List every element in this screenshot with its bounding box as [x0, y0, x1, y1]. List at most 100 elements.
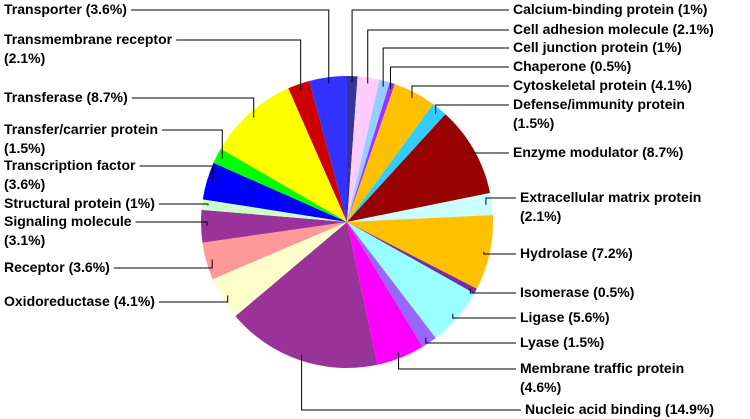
category-name: Structural protein	[4, 195, 121, 211]
value-label: (1.5%)	[513, 115, 554, 131]
category-name: Nucleic acid binding	[525, 401, 661, 417]
leader-line	[367, 29, 509, 84]
category-name: Enzyme modulator	[513, 144, 639, 160]
slice	[309, 76, 347, 222]
slice	[347, 222, 477, 294]
slice-label: Cell junction protein (1%)	[513, 39, 682, 55]
slices	[201, 76, 494, 368]
slice-label: Receptor (3.6%)	[4, 259, 110, 275]
slice-label: Transcription factor (3.6%)	[4, 157, 136, 192]
value-label: (2.1%)	[520, 208, 561, 224]
slice-label: Membrane traffic protein (4.6%)	[520, 360, 684, 395]
slice-label: Isomerase (0.5%)	[520, 284, 634, 300]
slice	[347, 82, 395, 223]
leader-line	[483, 251, 516, 255]
leader-line	[158, 295, 229, 303]
category-name: Lyase	[520, 334, 559, 350]
value-label: (2.1%)	[4, 50, 45, 66]
category-name: Transmembrane receptor	[4, 31, 173, 47]
slice-label: Ligase (5.6%)	[520, 309, 609, 325]
slice-label: Oxidoreductase (4.1%)	[4, 293, 155, 309]
value-label: (1.5%)	[4, 140, 45, 156]
category-name: Ligase	[520, 309, 565, 325]
category-name: Defense/immunity protein	[513, 96, 685, 112]
leader-line	[398, 352, 516, 370]
slice	[201, 199, 347, 222]
slice-label: Chaperone (0.5%)	[513, 58, 631, 74]
slice-label: Structural protein (1%)	[4, 195, 155, 211]
leader-line	[485, 197, 516, 205]
leader-line	[131, 97, 255, 118]
value-label: (8.7%)	[642, 144, 683, 160]
category-name: Membrane traffic protein	[520, 360, 684, 376]
category-name: Cell adhesion molecule	[513, 21, 669, 37]
value-label: (4.1%)	[651, 77, 692, 93]
slice-label: Defense/immunity protein (1.5%)	[513, 96, 685, 131]
slice-label: Cell adhesion molecule (2.1%)	[513, 21, 714, 37]
leader-line	[158, 203, 209, 206]
value-label: (3.6%)	[4, 176, 45, 192]
category-name: Hydrolase	[520, 245, 588, 261]
slice	[347, 222, 436, 347]
category-name: Transcription factor	[4, 157, 136, 173]
category-name: Transfer/carrier protein	[4, 121, 158, 137]
slice	[201, 209, 347, 243]
category-name: Isomerase	[520, 284, 589, 300]
slice	[347, 79, 390, 222]
value-label: (4.6%)	[520, 379, 561, 395]
value-label: (5.6%)	[568, 309, 609, 325]
slice	[347, 104, 446, 222]
slice	[347, 114, 491, 222]
leader-line	[435, 104, 509, 114]
value-label: (0.5%)	[590, 58, 631, 74]
category-name: Signaling molecule	[4, 213, 132, 229]
category-name: Transporter	[4, 1, 82, 17]
category-name: Chaperone	[513, 58, 586, 74]
slice-label: Nucleic acid binding (14.9%)	[525, 401, 714, 417]
value-label: (1.5%)	[563, 334, 604, 350]
slice	[347, 222, 423, 365]
value-label: (1%)	[652, 39, 682, 55]
slice	[347, 215, 494, 289]
slice	[202, 162, 347, 222]
slice	[347, 222, 475, 338]
leader-line	[425, 337, 516, 344]
category-name: Extracellular matrix protein	[520, 189, 701, 205]
slice	[347, 76, 358, 222]
leader-line	[389, 66, 509, 89]
slice	[235, 222, 378, 368]
slice	[347, 76, 380, 222]
value-label: (14.9%)	[665, 401, 714, 417]
leader-line	[452, 313, 516, 319]
leader-line	[351, 9, 509, 83]
category-name: Receptor	[4, 259, 65, 275]
leader-line	[301, 354, 521, 411]
category-name: Transferase	[4, 89, 83, 105]
value-label: (1%)	[678, 1, 708, 17]
leader-line	[176, 39, 302, 90]
slice-label: Cytoskeletal protein (4.1%)	[513, 77, 692, 93]
leader-line	[469, 288, 516, 294]
slice-label: Hydrolase (7.2%)	[520, 245, 633, 261]
slice-label: Lyase (1.5%)	[520, 334, 604, 350]
labels: Calcium-binding protein (1%) Cell adhesio…	[4, 1, 714, 417]
category-name: Cell junction protein	[513, 39, 648, 55]
slice-label: Extracellular matrix protein (2.1%)	[520, 189, 701, 224]
value-label: (2.1%)	[673, 21, 714, 37]
leader-line	[135, 221, 208, 227]
slice	[220, 88, 347, 223]
value-label: (4.1%)	[114, 293, 155, 309]
leader-line	[162, 129, 223, 159]
category-name: Calcium-binding protein	[513, 1, 674, 17]
value-label: (3.6%)	[86, 1, 127, 17]
value-label: (1%)	[125, 195, 155, 211]
slice-label: Transferase (8.7%)	[4, 89, 128, 105]
leader-line	[139, 165, 214, 183]
value-label: (7.2%)	[592, 245, 633, 261]
slice	[212, 222, 347, 317]
slice	[347, 84, 434, 222]
leader-line	[130, 9, 330, 84]
leader-line	[382, 47, 509, 87]
category-name: Cytoskeletal protein	[513, 77, 647, 93]
